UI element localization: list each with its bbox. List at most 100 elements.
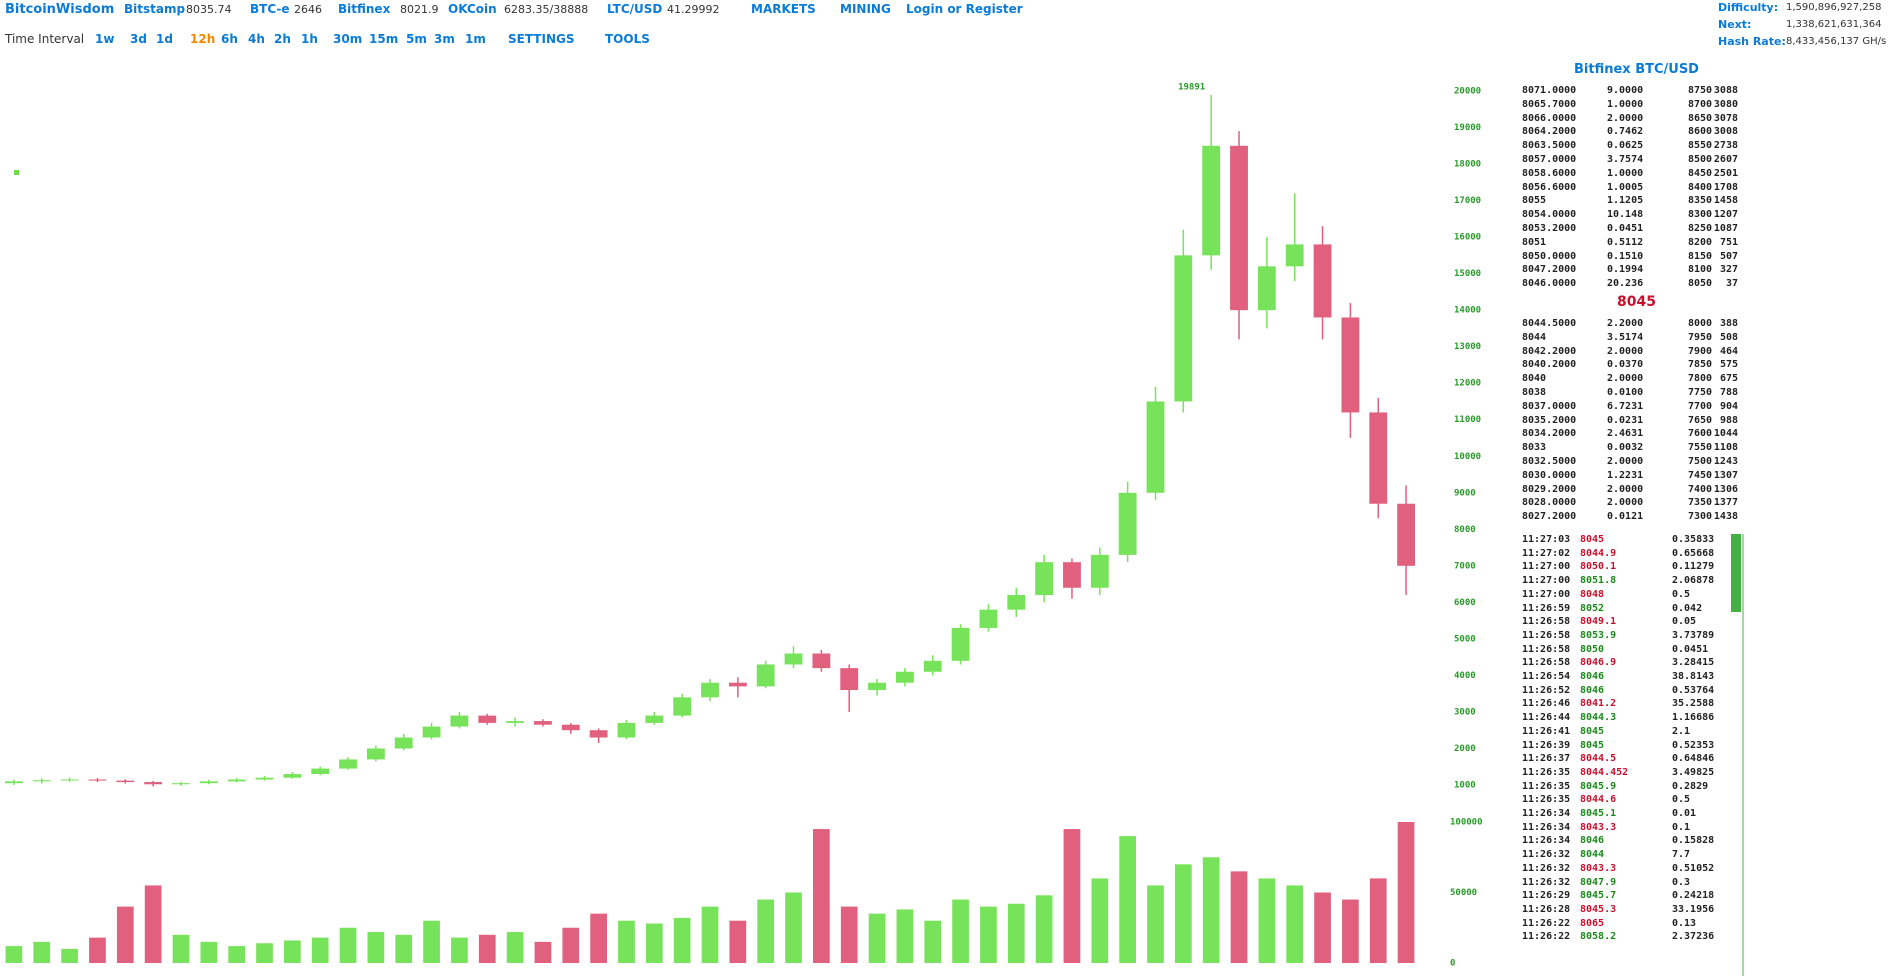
- trade-time: 11:26:52: [1522, 684, 1571, 696]
- candle-body: [1118, 492, 1137, 555]
- y-tick-label: 15000: [1454, 269, 1481, 279]
- candle-body: [895, 671, 914, 683]
- volume-bar: [200, 941, 218, 963]
- candle-body: [589, 730, 608, 738]
- candle-body: [534, 721, 552, 725]
- candle-body: [561, 724, 580, 731]
- ticker-name[interactable]: Bitstamp: [124, 2, 186, 16]
- orderbook-cell: 2.2000: [1607, 318, 1644, 329]
- trade-time: 11:27:03: [1522, 534, 1571, 545]
- orderbook-cell: 7900: [1688, 345, 1713, 357]
- orderbook-cell: 10.148: [1607, 209, 1644, 221]
- interval[interactable]: 1m: [465, 32, 486, 46]
- stat-value: 8,433,456,137 GH/s: [1786, 36, 1887, 47]
- y-tick-label: 6000: [1454, 598, 1476, 608]
- interval[interactable]: 3m: [434, 32, 455, 46]
- volume-bar: [339, 927, 357, 963]
- candle-body: [1397, 503, 1415, 566]
- y-tick-label: 5000: [1454, 634, 1476, 644]
- orderbook-cell: 7600: [1688, 428, 1713, 440]
- interval[interactable]: 30m: [333, 32, 363, 46]
- interval[interactable]: 1d: [156, 32, 173, 46]
- orderbook-title: Bitfinex BTC/USD: [1574, 62, 1699, 77]
- trade-amount: 0.01: [1672, 808, 1697, 819]
- trade-time: 11:26:28: [1522, 903, 1571, 915]
- volume-bar: [478, 934, 496, 963]
- volume-bar: [228, 946, 246, 963]
- trade-price: 8045.3: [1580, 903, 1617, 915]
- ticker-name[interactable]: Bitfinex: [338, 2, 391, 16]
- interval[interactable]: 4h: [248, 32, 265, 46]
- volume-bar: [1147, 885, 1164, 963]
- toolbar-menu[interactable]: SETTINGS: [508, 32, 575, 46]
- candle-body: [366, 748, 385, 760]
- candle-body: [1063, 562, 1081, 588]
- interval[interactable]: 3d: [130, 32, 147, 46]
- orderbook-cell: 0.5112: [1607, 236, 1644, 248]
- orderbook-cell: 3.5174: [1607, 331, 1644, 343]
- interval[interactable]: 1w: [95, 32, 115, 46]
- ticker-price: 41.29992: [667, 3, 720, 16]
- orderbook-cell: 8035.2000: [1522, 414, 1577, 426]
- orderbook-cell: 1.0000: [1607, 98, 1644, 110]
- trade-time: 11:26:32: [1522, 862, 1571, 874]
- interval[interactable]: 6h: [221, 32, 238, 46]
- candle-body: [923, 660, 942, 672]
- trade-time: 11:26:46: [1522, 698, 1571, 710]
- orderbook-cell: 7450: [1688, 469, 1713, 481]
- trade-time: 11:26:58: [1522, 657, 1571, 669]
- interval[interactable]: 15m: [369, 32, 399, 46]
- volume-bar: [1369, 878, 1387, 963]
- interval[interactable]: 1h: [301, 32, 318, 46]
- orderbook-cell: 7650: [1688, 414, 1713, 426]
- trade-amount: 0.1: [1672, 821, 1691, 833]
- orderbook-cell: 8040: [1522, 373, 1547, 385]
- stat-label: Hash Rate:: [1718, 35, 1786, 48]
- volume-bar: [701, 906, 719, 963]
- interval[interactable]: 2h: [274, 32, 291, 46]
- ticker-name[interactable]: OKCoin: [448, 2, 497, 16]
- interval[interactable]: 5m: [406, 32, 427, 46]
- y-tick-label: 12000: [1454, 379, 1481, 389]
- orderbook-cell: 8056.6000: [1522, 181, 1577, 193]
- candle-body: [784, 653, 803, 665]
- volume-bar: [256, 943, 273, 963]
- orderbook-cell: 8400: [1688, 181, 1713, 193]
- y-tick-label: 4000: [1454, 671, 1476, 681]
- candle-body: [450, 715, 469, 727]
- menu[interactable]: MARKETS: [751, 2, 816, 16]
- trade-price: 8046.9: [1580, 657, 1617, 669]
- candle-body: [1285, 244, 1304, 267]
- trade-time: 11:26:32: [1522, 849, 1571, 861]
- candle-body: [1369, 412, 1388, 504]
- ticker-name[interactable]: BTC-e: [250, 2, 290, 16]
- orderbook-cell: 8600: [1688, 126, 1713, 138]
- trade-price: 8045: [1580, 739, 1605, 751]
- candle-body: [1090, 554, 1109, 588]
- volume-bar: [1230, 871, 1248, 963]
- trade-amount: 2.06878: [1672, 575, 1715, 587]
- brand[interactable]: BitcoinWisdom: [5, 2, 115, 17]
- candle-body: [478, 715, 497, 723]
- toolbar-menu[interactable]: TOOLS: [605, 32, 650, 46]
- ticker-name[interactable]: LTC/USD: [607, 2, 663, 16]
- login[interactable]: Login or Register: [906, 2, 1023, 16]
- interval[interactable]: 12h: [190, 32, 216, 46]
- trade-amount: 35.2588: [1672, 698, 1715, 710]
- volume-bar: [562, 927, 580, 963]
- volume-bar: [116, 906, 134, 963]
- menu[interactable]: MINING: [840, 2, 891, 16]
- y-tick-label: 17000: [1454, 196, 1481, 206]
- trade-price: 8044.6: [1580, 794, 1617, 806]
- orderbook-cell: 7950: [1688, 331, 1713, 343]
- volume-bar: [144, 885, 162, 963]
- volume-bar: [423, 920, 440, 963]
- orderbook-cell: 0.0032: [1607, 442, 1644, 454]
- orderbook-cell: 8042.2000: [1522, 345, 1577, 357]
- volume-bar: [1035, 895, 1053, 963]
- volume-bar: [896, 909, 914, 963]
- orderbook-cell: 8032.5000: [1522, 456, 1577, 467]
- orderbook-cell: 8037.0000: [1522, 400, 1577, 412]
- orderbook-cell: 0.0625: [1607, 140, 1644, 152]
